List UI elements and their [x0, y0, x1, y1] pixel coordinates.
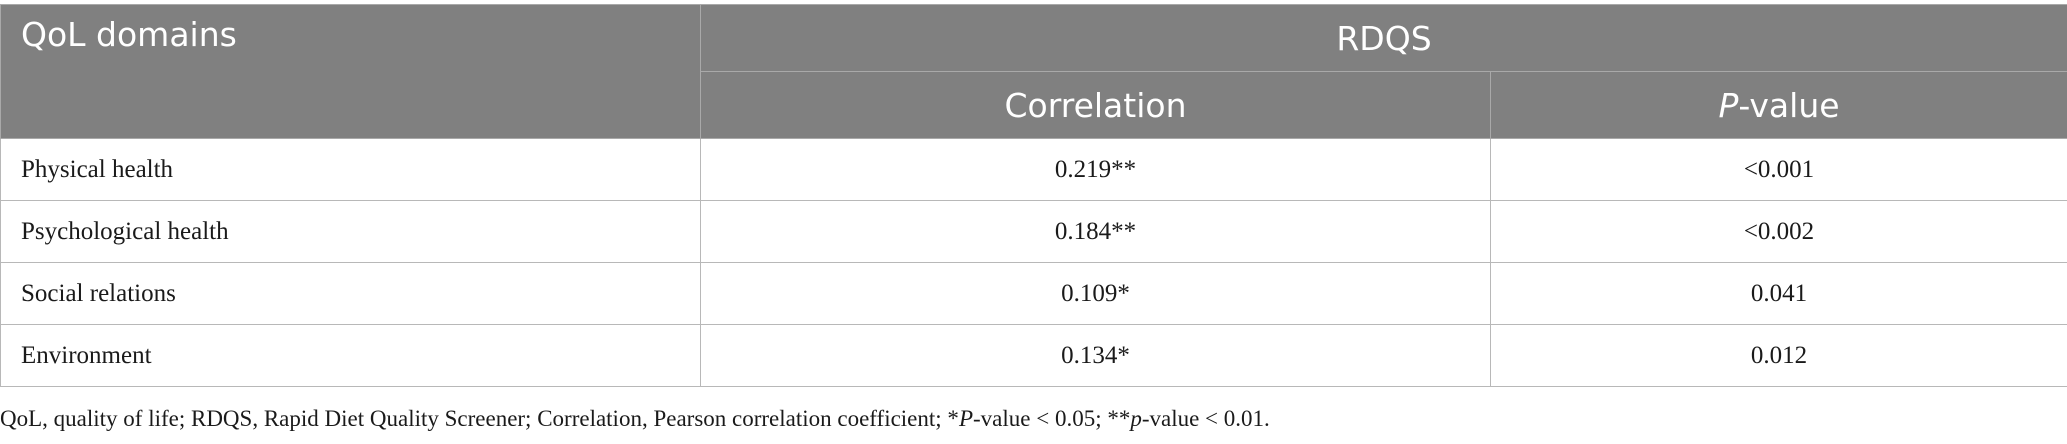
row-domain: Physical health [0, 138, 701, 201]
header-rdqs: RDQS [699, 4, 2067, 72]
row-p-value: <0.002 [1489, 200, 2067, 263]
results-table-container: QoL domains RDQS Correlation P-value Phy… [0, 4, 2067, 387]
row-domain: Social relations [0, 262, 701, 325]
footnote-italic-2: p [1130, 406, 1142, 431]
header-row-1: QoL domains RDQS [0, 4, 2067, 139]
footnote-italic-1: P [958, 406, 973, 431]
footnote-part-1: QoL, quality of life; RDQS, Rapid Diet Q… [0, 406, 959, 431]
row-correlation: 0.134* [700, 324, 1491, 387]
row-correlation: 0.184** [700, 200, 1491, 263]
row-p-value: <0.001 [1489, 138, 2067, 201]
row-p-value: 0.012 [1489, 324, 2067, 387]
header-p-suffix: -value [1738, 85, 1840, 125]
header-qol-domains: QoL domains [0, 4, 701, 139]
table-row: Psychological health 0.184** <0.002 [0, 200, 2067, 263]
footnote-part-2: -value < 0.05; ** [973, 406, 1131, 431]
table-footnote: QoL, quality of life; RDQS, Rapid Diet Q… [0, 406, 1270, 432]
row-correlation: 0.109* [700, 262, 1491, 325]
header-row-2: Correlation P-value [1, 71, 2067, 139]
footnote-part-3: -value < 0.01. [1141, 406, 1270, 431]
table-row: Social relations 0.109* 0.041 [0, 262, 2067, 325]
table-row: Environment 0.134* 0.012 [0, 324, 2067, 387]
header-p-value: P-value [1489, 71, 2067, 139]
row-domain: Environment [0, 324, 701, 387]
correlation-table: QoL domains RDQS Correlation P-value Phy… [0, 4, 2067, 387]
header-p-italic: P [1718, 85, 1739, 125]
row-correlation: 0.219** [700, 138, 1491, 201]
row-domain: Psychological health [0, 200, 701, 263]
header-correlation: Correlation [700, 71, 1491, 139]
row-p-value: 0.041 [1489, 262, 2067, 325]
table-row: Physical health 0.219** <0.001 [0, 138, 2067, 201]
